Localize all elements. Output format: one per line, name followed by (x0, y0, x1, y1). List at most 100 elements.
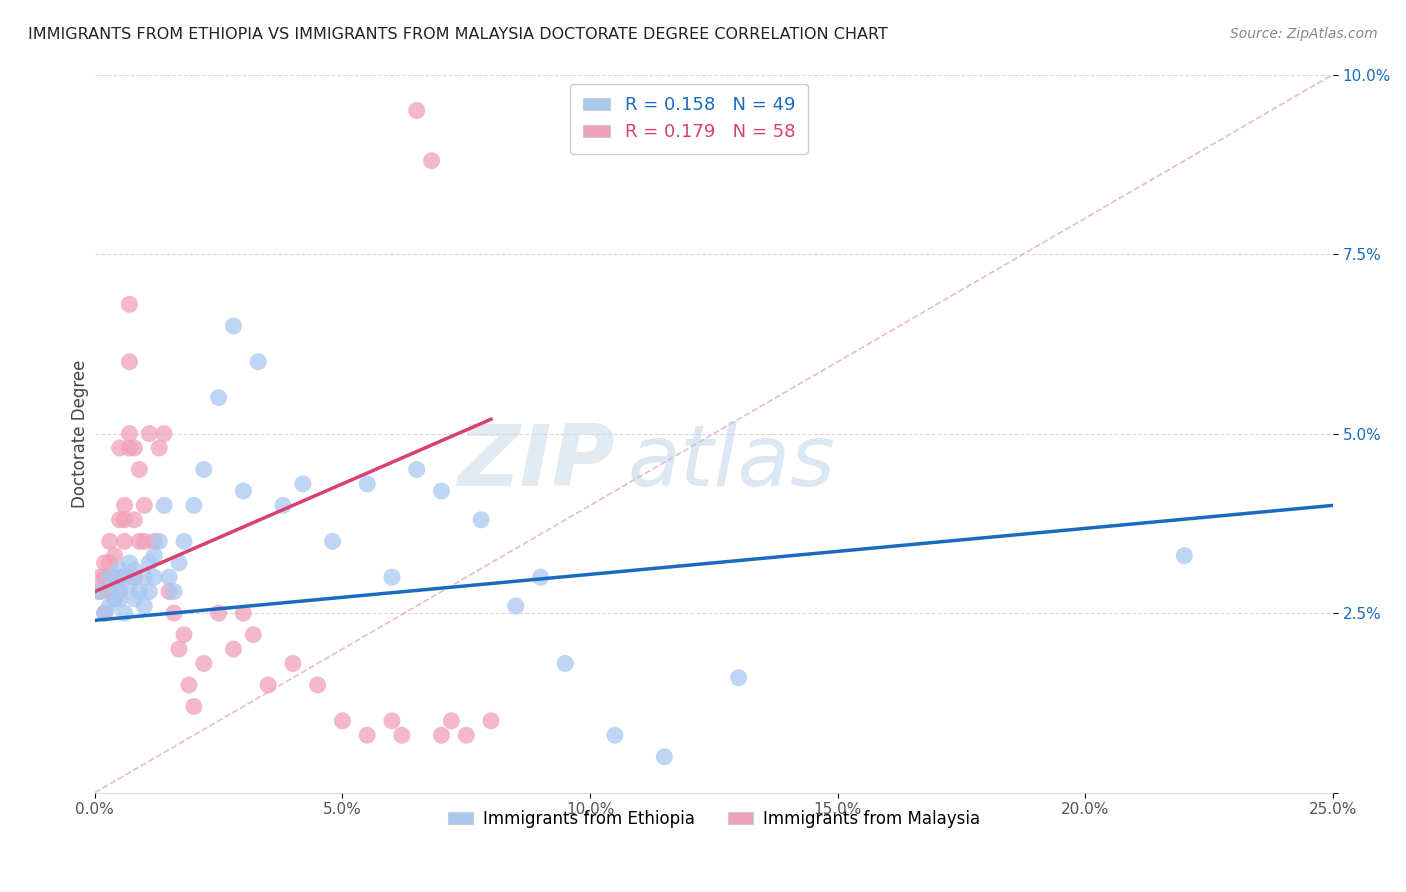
Point (167, 642, 190, 657)
Point (134, 599, 156, 613)
Point (118, 577, 141, 591)
Point (108, 563, 131, 577)
Point (118, 297, 141, 311)
Point (307, 678, 329, 692)
Point (291, 476, 314, 491)
Point (128, 462, 150, 476)
Point (104, 570, 127, 584)
Point (157, 570, 180, 584)
Point (207, 606, 229, 620)
Point (257, 678, 280, 692)
Point (93, 606, 115, 620)
Point (128, 534, 150, 549)
Point (148, 441, 170, 455)
Point (114, 513, 136, 527)
Point (554, 657, 576, 671)
Point (114, 606, 136, 620)
Point (93, 556, 115, 570)
Point (114, 499, 136, 513)
Point (118, 441, 141, 455)
Point (321, 534, 343, 549)
Point (128, 584, 150, 599)
Point (470, 513, 492, 527)
Point (138, 426, 160, 441)
Point (104, 549, 127, 563)
Point (98, 599, 121, 613)
Point (98, 570, 121, 584)
Point (89, 584, 111, 599)
Point (505, 599, 527, 613)
Point (134, 570, 156, 584)
Point (281, 657, 304, 671)
Point (118, 426, 141, 441)
Point (138, 584, 160, 599)
Point (242, 628, 264, 642)
Point (89, 584, 111, 599)
Point (183, 499, 205, 513)
Point (124, 570, 146, 584)
Point (177, 678, 200, 692)
Point (222, 642, 245, 657)
Point (93, 606, 115, 620)
Point (89, 570, 111, 584)
Point (93, 570, 115, 584)
Point (1173, 549, 1195, 563)
Text: Source: ZipAtlas.com: Source: ZipAtlas.com (1230, 27, 1378, 41)
Point (124, 441, 146, 455)
Point (143, 549, 166, 563)
Point (118, 355, 141, 369)
Point (108, 570, 131, 584)
Point (108, 591, 131, 606)
Point (173, 628, 195, 642)
Point (163, 584, 186, 599)
Point (124, 513, 146, 527)
Point (124, 563, 146, 577)
Point (356, 728, 378, 742)
Point (356, 476, 378, 491)
Point (134, 499, 156, 513)
Point (381, 714, 404, 728)
Text: atlas: atlas (627, 421, 835, 504)
Point (98, 556, 121, 570)
Point (430, 483, 453, 498)
Point (440, 714, 463, 728)
Point (114, 570, 136, 584)
Point (124, 591, 146, 606)
Point (652, 749, 675, 764)
Point (134, 534, 156, 549)
Text: IMMIGRANTS FROM ETHIOPIA VS IMMIGRANTS FROM MALAYSIA DOCTORATE DEGREE CORRELATIO: IMMIGRANTS FROM ETHIOPIA VS IMMIGRANTS F… (28, 27, 889, 42)
Point (232, 483, 254, 498)
Point (157, 584, 180, 599)
Point (193, 657, 215, 671)
Point (381, 570, 404, 584)
Point (173, 534, 195, 549)
Point (167, 556, 190, 570)
Point (143, 534, 166, 549)
Point (104, 591, 127, 606)
Text: ZIP: ZIP (457, 421, 614, 504)
Point (108, 584, 131, 599)
Point (153, 499, 176, 513)
Point (108, 584, 131, 599)
Point (108, 513, 131, 527)
Point (727, 671, 749, 685)
Point (104, 577, 127, 591)
Point (207, 391, 229, 405)
Point (405, 462, 427, 476)
Point (108, 441, 131, 455)
Point (391, 728, 413, 742)
Point (456, 728, 478, 742)
Point (603, 728, 626, 742)
Y-axis label: Doctorate Degree: Doctorate Degree (72, 359, 89, 508)
Point (420, 153, 443, 168)
Point (405, 103, 427, 118)
Point (98, 534, 121, 549)
Point (232, 606, 254, 620)
Point (114, 534, 136, 549)
Point (222, 318, 245, 333)
Point (479, 714, 502, 728)
Point (143, 570, 166, 584)
Point (183, 699, 205, 714)
Point (430, 728, 453, 742)
Point (153, 426, 176, 441)
